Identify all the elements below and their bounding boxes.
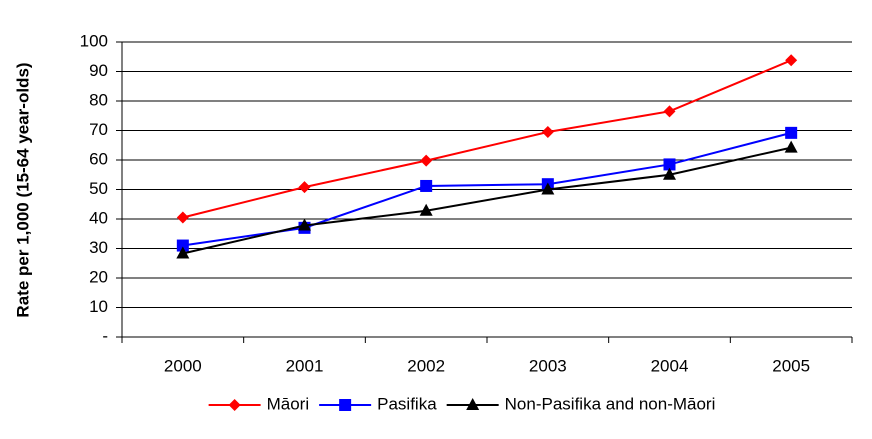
marker bbox=[419, 203, 433, 216]
marker bbox=[228, 399, 241, 411]
y-tick-label: 60 bbox=[89, 149, 108, 168]
y-tick-label: 100 bbox=[80, 31, 108, 50]
marker bbox=[420, 179, 433, 192]
y-tick-label: 80 bbox=[89, 90, 108, 109]
marker bbox=[785, 126, 798, 139]
marker bbox=[466, 398, 480, 410]
x-tick-label: 2002 bbox=[407, 356, 445, 375]
marker bbox=[663, 167, 676, 180]
legend-label: Pasifika bbox=[377, 394, 437, 413]
legend-label: Māori bbox=[267, 394, 310, 413]
marker bbox=[420, 154, 433, 167]
marker bbox=[176, 239, 189, 252]
marker bbox=[784, 140, 798, 153]
marker bbox=[176, 211, 189, 224]
marker bbox=[339, 399, 352, 411]
marker bbox=[785, 54, 798, 67]
series-line bbox=[182, 59, 792, 219]
y-axis-title: Rate per 1,000 (15-64 year-olds) bbox=[13, 62, 32, 317]
y-tick-label: - bbox=[102, 326, 108, 345]
x-tick-label: 2003 bbox=[529, 356, 567, 375]
marker bbox=[663, 158, 676, 171]
series-line bbox=[182, 146, 792, 255]
legend-label: Non-Pasifika and non-Māori bbox=[505, 394, 716, 413]
y-tick-label: 40 bbox=[89, 208, 108, 227]
x-tick-label: 2004 bbox=[651, 356, 689, 375]
y-tick-label: 90 bbox=[89, 61, 108, 80]
marker bbox=[298, 181, 311, 194]
x-tick-label: 2000 bbox=[164, 356, 202, 375]
y-tick-label: 70 bbox=[89, 120, 108, 139]
marker bbox=[298, 218, 311, 231]
marker bbox=[176, 246, 190, 259]
y-tick-label: 50 bbox=[89, 179, 108, 198]
y-tick-label: 10 bbox=[89, 297, 108, 316]
y-tick-label: 20 bbox=[89, 267, 108, 286]
x-tick-label: 2001 bbox=[286, 356, 324, 375]
y-tick-label: 30 bbox=[89, 238, 108, 257]
marker bbox=[541, 182, 555, 195]
x-tick-label: 2005 bbox=[772, 356, 810, 375]
marker bbox=[663, 105, 676, 118]
marker bbox=[541, 125, 554, 138]
